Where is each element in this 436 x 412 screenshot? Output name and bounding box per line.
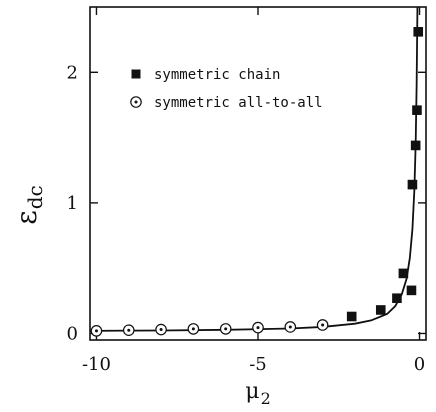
y-tick-label: 0	[67, 323, 78, 344]
legend-label: symmetric all-to-all	[154, 95, 323, 111]
fit-curve	[89, 6, 419, 332]
center-dot	[159, 328, 163, 332]
symmetric-all-to-all-point	[219, 323, 232, 335]
x-tick-label: -5	[249, 354, 267, 375]
legend: symmetric chain symmetric all-to-all	[130, 67, 323, 111]
legend-label: symmetric chain	[154, 67, 280, 83]
x-tick-label: 0	[414, 354, 425, 375]
center-dot	[256, 326, 260, 330]
center-dot	[321, 323, 325, 327]
legend-item-all-to-all: symmetric all-to-all	[130, 95, 323, 111]
legend-item-chain: symmetric chain	[131, 67, 280, 83]
symmetric-chain-point	[412, 105, 422, 115]
center-dot	[127, 328, 131, 332]
symmetric-all-to-all-point	[316, 319, 329, 331]
symmetric-chain-point	[410, 140, 421, 151]
x-axis-label: μ2	[245, 379, 271, 408]
x-axis-label-subscript: 2	[261, 389, 271, 408]
symmetric-chain-point	[392, 293, 402, 304]
y-tick-label: 1	[67, 193, 78, 214]
y-axis-label-base: ε	[10, 210, 43, 225]
x-axis-label-base: μ	[245, 379, 259, 404]
center-dot	[94, 329, 98, 333]
center-dot	[134, 100, 138, 104]
curve-layer	[89, 6, 419, 332]
symmetric-chain-point	[375, 305, 386, 315]
center-dot	[224, 327, 228, 331]
symmetric-chain-point	[406, 285, 417, 296]
y-axis-label-subscript: dc	[23, 185, 47, 209]
symmetric-all-to-all-point	[187, 323, 200, 335]
x-tick-label: -10	[82, 354, 111, 375]
symmetric-all-to-all-point	[90, 325, 103, 337]
symmetric-all-to-all-point	[284, 321, 297, 333]
axes-layer	[89, 6, 427, 341]
symmetric-chain-point	[346, 311, 357, 322]
y-axis-label: εdc	[10, 185, 47, 225]
symmetric-all-to-all-point	[155, 323, 167, 336]
symmetric-all-to-all-point	[122, 324, 135, 337]
points-layer	[90, 27, 424, 337]
symmetric-chain-point	[398, 268, 409, 279]
symmetric-all-to-all-point	[252, 321, 264, 334]
symmetric-chain-point	[413, 27, 424, 37]
center-dot	[288, 325, 292, 329]
symmetric-chain-point	[407, 179, 418, 190]
y-tick-label: 2	[67, 62, 78, 83]
center-dot	[191, 327, 195, 331]
filled-square-icon	[131, 69, 141, 79]
plot-frame	[89, 6, 427, 341]
